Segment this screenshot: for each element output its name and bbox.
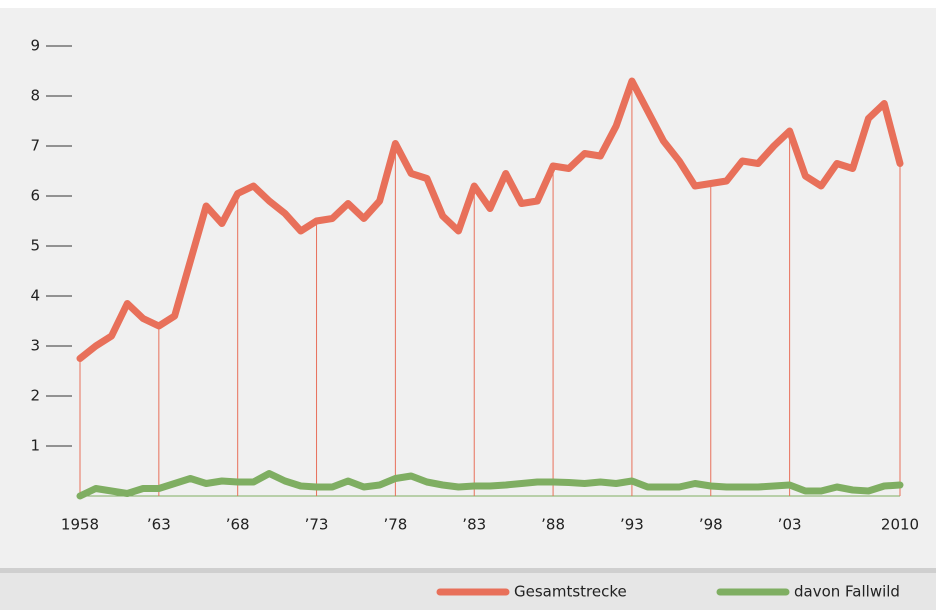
x-tick-label: ’78 [383, 516, 407, 534]
y-tick-label: 7 [30, 137, 40, 155]
x-tick-label: 1958 [61, 516, 99, 534]
x-tick-label: ’63 [147, 516, 171, 534]
x-tick-label: ’73 [305, 516, 329, 534]
y-tick-label: 6 [30, 187, 40, 205]
y-tick-label: 8 [30, 87, 40, 105]
x-tick-label: ’88 [541, 516, 565, 534]
y-tick-label: 2 [30, 387, 40, 405]
y-tick-label: 9 [30, 37, 40, 55]
y-tick-label: 1 [30, 437, 40, 455]
chart: 1 2 3 4 5 6 7 8 9 1958 ’63 ’68 ’73 ’78 ’83 ’88 ’93 ’98 ’03… [0, 0, 936, 610]
legend-label: Gesamtstrecke [514, 583, 627, 601]
y-tick-label: 4 [30, 287, 40, 305]
x-tick-label: ’83 [462, 516, 486, 534]
x-tick-label: ’93 [620, 516, 644, 534]
y-tick-label: 3 [30, 337, 40, 355]
y-tick-label: 5 [30, 237, 40, 255]
legend-label: davon Fallwild [794, 583, 900, 601]
x-tick-label: ’98 [699, 516, 723, 534]
x-tick-label: ’03 [778, 516, 802, 534]
x-tick-label: 2010 [881, 516, 919, 534]
x-tick-label: ’68 [226, 516, 250, 534]
separator [0, 568, 936, 573]
